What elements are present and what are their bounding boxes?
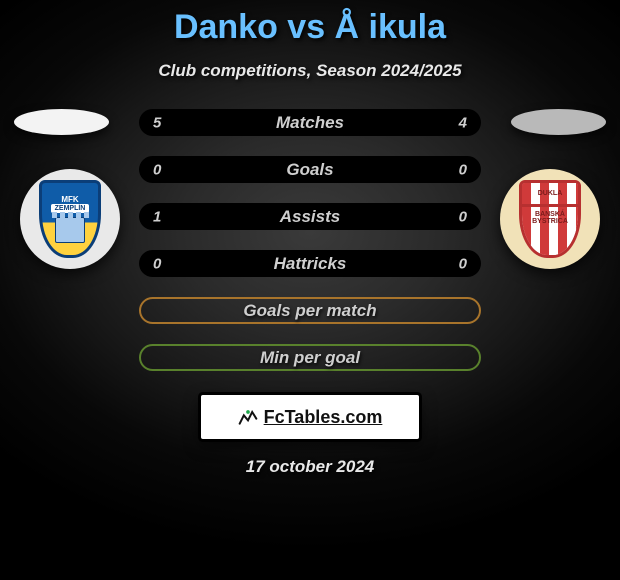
stat-value-left: 0 — [153, 161, 161, 178]
player-marker-left — [14, 109, 109, 135]
fctables-logo-icon — [238, 407, 258, 427]
club-badge-right: DUKLA BANSKÁ BYSTRICA — [500, 169, 600, 269]
comparison-area: MFK ZEMPLÍN DUKLA BANSKÁ BYSTRICA 5 Match… — [0, 109, 620, 371]
stat-label: Goals — [286, 160, 333, 180]
club-left-name: MFK — [61, 195, 78, 204]
stat-row: 0 Goals 0 — [139, 156, 481, 183]
stat-value-left: 1 — [153, 208, 161, 225]
subtitle: Club competitions, Season 2024/2025 — [158, 61, 461, 81]
stat-label: Hattricks — [274, 254, 347, 274]
stat-row: 0 Hattricks 0 — [139, 250, 481, 277]
stat-row: Goals per match — [139, 297, 481, 324]
stat-label: Assists — [280, 207, 340, 227]
stat-value-right: 0 — [459, 255, 467, 272]
stat-value-right: 0 — [459, 208, 467, 225]
stat-row: 1 Assists 0 — [139, 203, 481, 230]
club-right-sub: BANSKÁ BYSTRICA — [532, 211, 568, 241]
stat-row: 5 Matches 4 — [139, 109, 481, 136]
stat-value-left: 5 — [153, 114, 161, 131]
stat-row: Min per goal — [139, 344, 481, 371]
stat-value-right: 0 — [459, 161, 467, 178]
player-marker-right — [511, 109, 606, 135]
stat-label: Goals per match — [243, 301, 376, 321]
stat-label: Matches — [276, 113, 344, 133]
club-shield-right: DUKLA BANSKÁ BYSTRICA — [519, 180, 581, 258]
club-shield-left: MFK ZEMPLÍN — [39, 180, 101, 258]
page-title: Danko vs Å ikula — [174, 8, 446, 47]
content-root: Danko vs Å ikula Club competitions, Seas… — [0, 0, 620, 477]
stat-label: Min per goal — [260, 348, 360, 368]
stat-value-left: 0 — [153, 255, 161, 272]
fctables-text: FcTables.com — [264, 407, 383, 428]
stat-value-right: 4 — [459, 114, 467, 131]
club-right-name: DUKLA — [522, 183, 578, 207]
club-badge-left: MFK ZEMPLÍN — [20, 169, 120, 269]
fctables-link[interactable]: FcTables.com — [201, 395, 419, 439]
castle-icon — [55, 217, 85, 243]
date-label: 17 october 2024 — [246, 457, 375, 477]
